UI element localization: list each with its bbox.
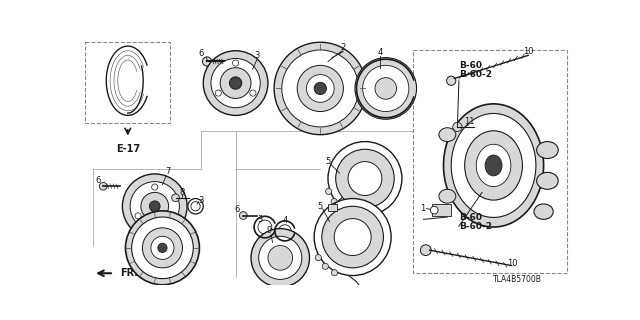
Circle shape: [220, 68, 251, 99]
Text: E-17: E-17: [116, 143, 140, 154]
Ellipse shape: [451, 114, 536, 217]
Text: B-60-2: B-60-2: [459, 222, 492, 231]
Circle shape: [251, 228, 310, 287]
Circle shape: [250, 90, 256, 96]
Text: 8: 8: [179, 188, 184, 197]
Bar: [413, 50, 566, 273]
Circle shape: [334, 219, 371, 256]
Circle shape: [125, 211, 200, 285]
Circle shape: [314, 82, 326, 95]
Circle shape: [274, 42, 367, 135]
Circle shape: [339, 207, 346, 213]
Circle shape: [375, 78, 397, 99]
Circle shape: [204, 51, 268, 116]
Circle shape: [452, 122, 462, 132]
Bar: [328, 204, 337, 211]
Circle shape: [348, 162, 382, 196]
Text: 6: 6: [96, 176, 101, 185]
Text: B-60-2: B-60-2: [459, 70, 492, 79]
Text: 6: 6: [198, 49, 204, 58]
Circle shape: [130, 182, 179, 231]
Circle shape: [336, 149, 394, 208]
Ellipse shape: [537, 172, 558, 189]
Circle shape: [355, 58, 417, 119]
Circle shape: [259, 236, 302, 279]
Text: 3: 3: [257, 215, 263, 224]
Bar: [86, 42, 170, 123]
Text: FR.: FR.: [120, 268, 138, 278]
Text: 1: 1: [420, 204, 426, 213]
Circle shape: [447, 76, 456, 85]
Circle shape: [431, 206, 438, 214]
Ellipse shape: [439, 189, 456, 203]
Text: 5: 5: [325, 157, 331, 166]
Circle shape: [143, 228, 182, 268]
Circle shape: [149, 201, 160, 212]
Ellipse shape: [537, 141, 558, 158]
Circle shape: [314, 198, 391, 276]
Circle shape: [172, 194, 179, 202]
Circle shape: [282, 50, 359, 127]
Text: 3: 3: [198, 196, 204, 204]
Ellipse shape: [444, 104, 543, 227]
Text: 5: 5: [317, 202, 323, 211]
Text: 4: 4: [378, 48, 383, 57]
Text: 3: 3: [255, 51, 260, 60]
Circle shape: [230, 77, 242, 89]
Circle shape: [151, 236, 174, 260]
Circle shape: [232, 60, 239, 66]
Circle shape: [322, 263, 328, 269]
Ellipse shape: [476, 144, 511, 187]
Bar: [356, 285, 367, 292]
Circle shape: [202, 57, 212, 66]
Circle shape: [211, 59, 260, 108]
Circle shape: [326, 188, 332, 195]
Text: 2: 2: [340, 43, 346, 52]
Circle shape: [215, 90, 221, 96]
Circle shape: [239, 212, 247, 219]
Circle shape: [420, 245, 431, 256]
Text: B-60: B-60: [459, 61, 482, 70]
Circle shape: [332, 270, 337, 276]
Circle shape: [363, 65, 409, 112]
Circle shape: [141, 192, 168, 220]
Text: 10: 10: [523, 47, 534, 56]
Circle shape: [99, 182, 107, 190]
Circle shape: [297, 65, 344, 112]
Circle shape: [132, 217, 193, 279]
Text: 11: 11: [463, 117, 474, 126]
Text: 4: 4: [282, 216, 287, 225]
Circle shape: [307, 75, 334, 102]
Text: 7: 7: [165, 167, 170, 176]
Text: B-60: B-60: [459, 212, 482, 221]
Circle shape: [322, 206, 383, 268]
Circle shape: [158, 243, 167, 252]
Text: 9: 9: [267, 227, 272, 236]
Circle shape: [331, 198, 337, 205]
Circle shape: [122, 174, 187, 239]
Ellipse shape: [485, 155, 502, 176]
Text: 6: 6: [234, 205, 240, 214]
Ellipse shape: [439, 128, 456, 141]
Circle shape: [268, 245, 292, 270]
Bar: [432, 204, 451, 216]
Circle shape: [316, 254, 321, 261]
Circle shape: [168, 213, 175, 219]
Circle shape: [135, 213, 141, 219]
Text: TLA4B5700B: TLA4B5700B: [493, 275, 542, 284]
Circle shape: [152, 184, 158, 190]
Ellipse shape: [534, 204, 553, 219]
Text: 10: 10: [508, 259, 518, 268]
Circle shape: [328, 141, 402, 215]
Ellipse shape: [465, 131, 522, 200]
